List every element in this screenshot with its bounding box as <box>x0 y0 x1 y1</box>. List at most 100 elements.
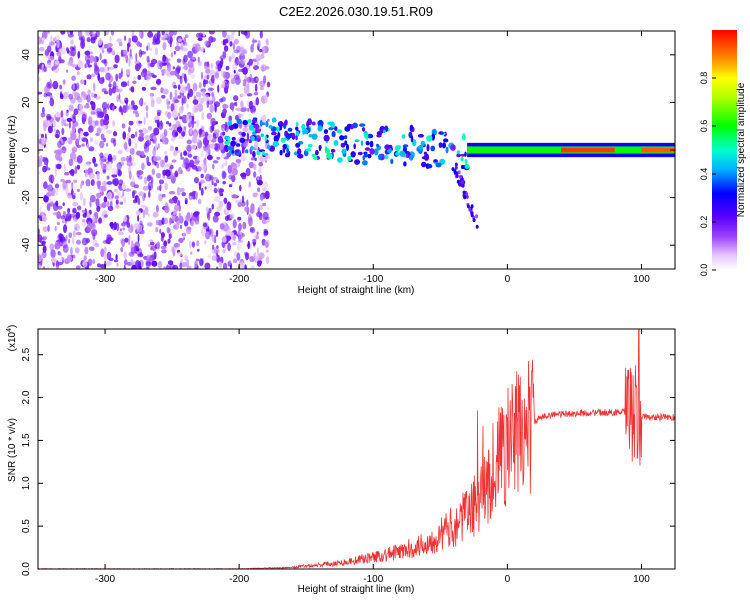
noise-speckle <box>172 124 178 130</box>
noise-speckle <box>166 176 172 180</box>
noise-speckle <box>138 191 144 197</box>
noise-speckle <box>124 188 132 192</box>
noise-speckle <box>115 254 118 260</box>
signal-blob <box>420 140 426 146</box>
noise-speckle <box>97 263 101 268</box>
noise-speckle <box>200 187 204 196</box>
signal-blob <box>364 153 368 158</box>
noise-speckle <box>125 54 129 64</box>
snr-y-tick-label: 0.0 <box>21 562 32 576</box>
noise-speckle <box>64 218 68 222</box>
noise-speckle <box>151 260 158 267</box>
spectrogram-x-tick-label: 0 <box>505 274 511 285</box>
noise-speckle <box>167 111 172 120</box>
noise-speckle <box>58 251 62 257</box>
noise-speckle <box>108 88 113 96</box>
noise-speckle <box>233 102 237 106</box>
noise-speckle <box>162 54 167 62</box>
noise-speckle <box>153 135 157 141</box>
noise-speckle <box>267 118 270 122</box>
noise-speckle <box>161 135 168 145</box>
noise-speckle <box>123 97 129 104</box>
noise-speckle <box>157 260 163 269</box>
noise-speckle <box>247 240 250 250</box>
noise-speckle <box>206 183 213 190</box>
noise-speckle <box>68 104 74 112</box>
signal-blob <box>278 120 283 126</box>
noise-speckle <box>160 245 167 250</box>
signal-blob <box>427 164 433 169</box>
noise-speckle <box>207 134 213 141</box>
noise-speckle <box>135 142 137 149</box>
signal-blob <box>326 152 333 159</box>
noise-speckle <box>207 234 210 239</box>
noise-speckle <box>266 206 270 211</box>
snr-frame <box>37 328 676 570</box>
noise-speckle <box>127 80 130 87</box>
signal-blob <box>235 143 241 147</box>
noise-speckle <box>60 46 66 55</box>
noise-speckle <box>87 64 92 68</box>
noise-speckle <box>179 116 183 120</box>
noise-speckle <box>211 92 215 98</box>
noise-speckle <box>116 263 119 267</box>
noise-speckle <box>182 86 187 94</box>
noise-speckle <box>98 156 105 164</box>
noise-speckle <box>220 57 223 62</box>
noise-speckle <box>76 188 81 193</box>
noise-speckle <box>57 148 63 155</box>
noise-speckle <box>264 66 270 70</box>
noise-speckle <box>191 119 195 129</box>
noise-speckle <box>88 55 95 63</box>
noise-speckle <box>75 82 80 90</box>
noise-speckle <box>38 170 42 175</box>
noise-speckle <box>211 75 215 84</box>
noise-speckle <box>49 97 55 107</box>
signal-blob <box>279 149 283 156</box>
noise-speckle <box>265 219 270 223</box>
signal-blob <box>401 134 406 139</box>
noise-speckle <box>130 133 135 139</box>
signal-blob <box>421 156 428 160</box>
tail-blob <box>466 204 470 209</box>
signal-blob <box>247 119 252 123</box>
signal-blob <box>369 148 375 155</box>
noise-speckle <box>170 164 174 170</box>
carrier-core <box>641 147 675 153</box>
noise-speckle <box>159 228 162 234</box>
noise-speckle <box>106 200 110 208</box>
noise-speckle <box>172 66 175 70</box>
signal-blob <box>230 140 236 147</box>
noise-speckle <box>191 241 195 248</box>
noise-speckle <box>99 140 105 149</box>
noise-speckle <box>160 232 165 238</box>
noise-speckle <box>97 37 103 46</box>
noise-speckle <box>228 56 232 62</box>
noise-speckle <box>146 45 149 51</box>
noise-speckle <box>257 138 261 142</box>
noise-speckle <box>213 187 218 194</box>
signal-blob <box>410 135 414 143</box>
noise-speckle <box>238 222 242 232</box>
snr-ylabel: SNR (10 * v/v) <box>7 418 18 482</box>
noise-speckle <box>163 217 169 225</box>
noise-speckle <box>98 77 105 84</box>
noise-speckle <box>87 89 91 95</box>
noise-speckle <box>178 166 182 175</box>
noise-speckle <box>147 222 153 227</box>
noise-speckle <box>262 202 266 207</box>
signal-blob <box>346 123 352 128</box>
noise-speckle <box>175 146 179 151</box>
noise-speckle <box>163 240 168 247</box>
noise-speckle <box>128 126 131 133</box>
noise-speckle <box>68 93 74 100</box>
noise-speckle <box>229 74 235 80</box>
noise-speckle <box>62 220 65 224</box>
noise-speckle <box>208 31 216 35</box>
noise-speckle <box>265 216 270 220</box>
noise-speckle <box>215 229 219 238</box>
signal-blob <box>272 141 279 147</box>
noise-speckle <box>91 121 95 127</box>
noise-speckle <box>168 31 174 37</box>
